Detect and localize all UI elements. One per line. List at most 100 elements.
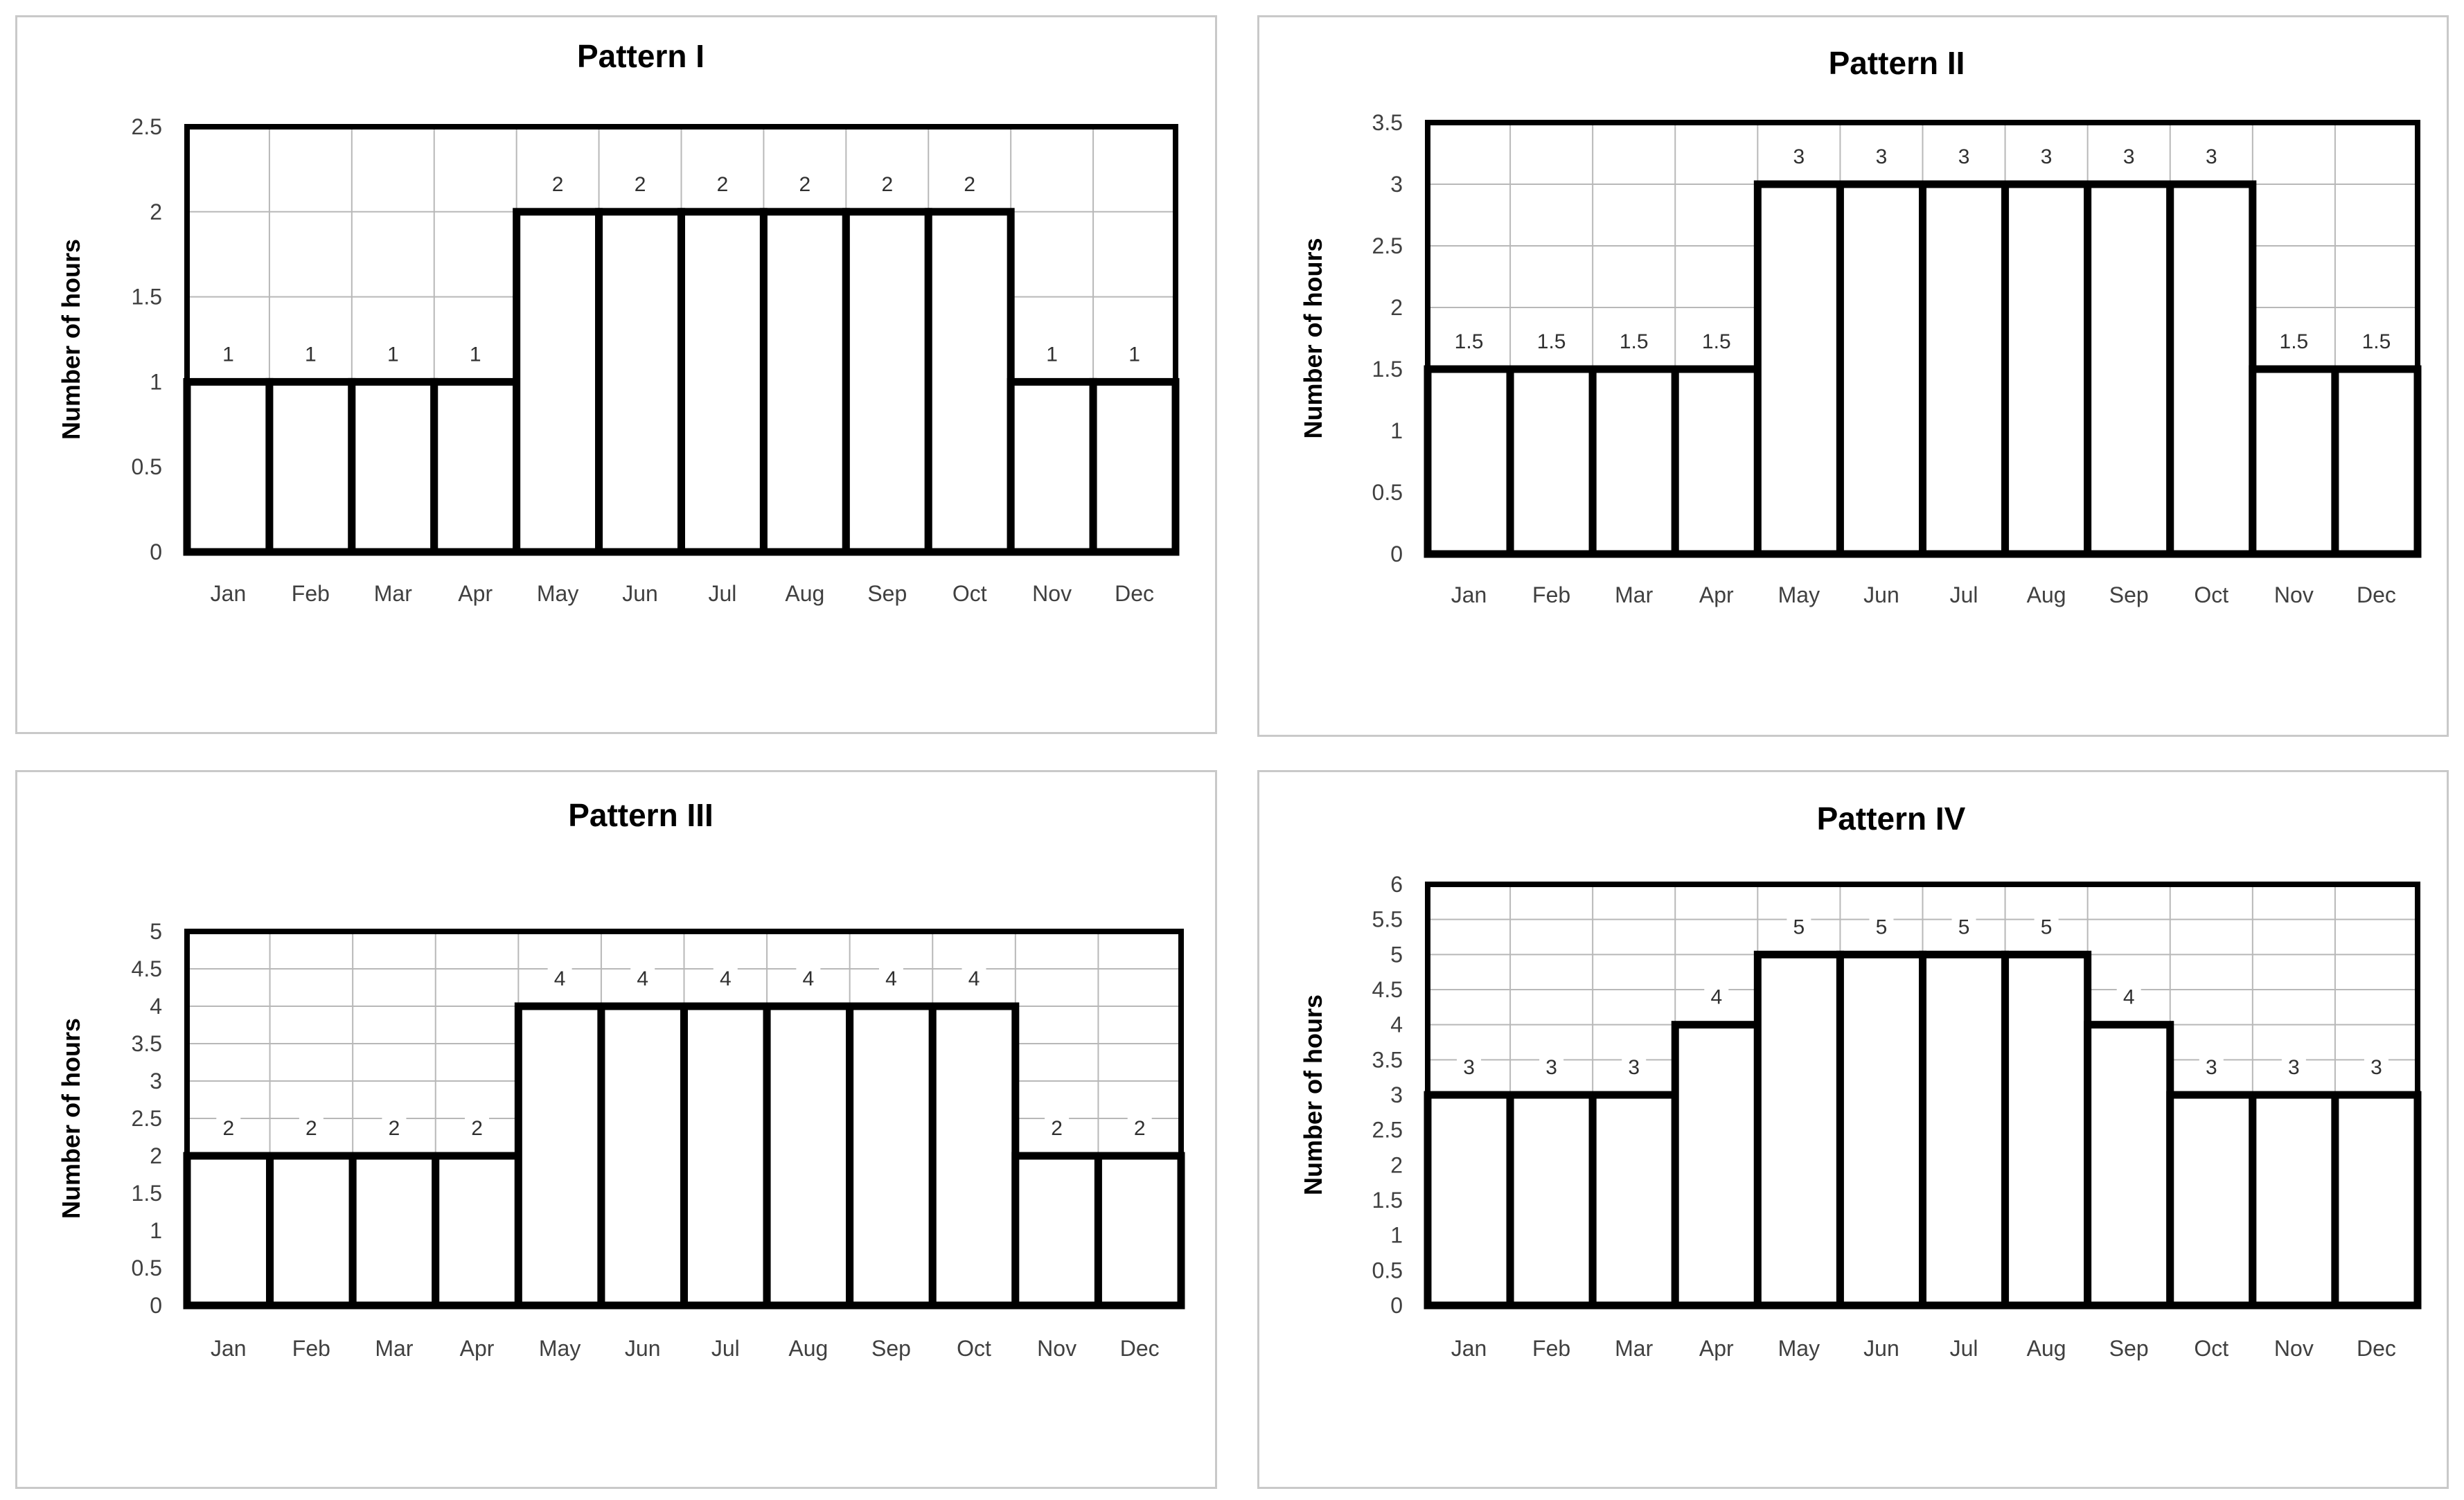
data-label: 2 bbox=[635, 173, 646, 196]
x-tick-label: Dec bbox=[1120, 1336, 1160, 1361]
x-tick-label: Aug bbox=[2027, 1336, 2066, 1361]
y-tick-label: 5.5 bbox=[1372, 907, 1403, 932]
bar-jan bbox=[183, 1152, 274, 1310]
bar-dec bbox=[2331, 365, 2422, 558]
x-tick-label: Mar bbox=[1615, 582, 1653, 607]
data-label: 2 bbox=[1134, 1117, 1146, 1140]
data-label: 3 bbox=[1793, 145, 1805, 168]
chart-panel-pattern-4: Pattern IV 0 0.5 1 1.5 2 2.5 3 3.5 4 4.5 5 5.5 6 Numbe… bbox=[1257, 770, 2449, 1489]
data-label: 2 bbox=[799, 173, 811, 196]
data-label: 4 bbox=[803, 967, 815, 990]
x-tick-label: Apr bbox=[460, 1336, 495, 1361]
x-tick-label: Feb bbox=[292, 1336, 330, 1361]
y-tick-label: 4.5 bbox=[1372, 977, 1403, 1002]
y-tick-label: 2 bbox=[150, 1143, 162, 1168]
bar-jun bbox=[1836, 950, 1927, 1310]
data-label: 1 bbox=[387, 343, 399, 366]
bar-jul bbox=[1919, 950, 2010, 1310]
data-label-bg bbox=[1951, 145, 1976, 169]
x-tick-label: Mar bbox=[1615, 1336, 1653, 1361]
y-tick-label: 2 bbox=[1390, 1152, 1403, 1177]
x-tick-label: Apr bbox=[1699, 1336, 1734, 1361]
data-label: 1 bbox=[470, 343, 481, 366]
bar-may bbox=[514, 1002, 605, 1310]
data-label: 3 bbox=[2123, 145, 2135, 168]
data-label-bg bbox=[2199, 145, 2224, 169]
x-tick-label: Apr bbox=[458, 581, 493, 606]
data-label-bg bbox=[2350, 330, 2402, 354]
x-tick-label: Oct bbox=[957, 1336, 991, 1361]
data-label-bg bbox=[1122, 343, 1147, 367]
x-tick-label: Jan bbox=[1451, 582, 1487, 607]
y-tick-label: 4 bbox=[150, 994, 162, 1019]
data-label-bg bbox=[1526, 330, 1577, 354]
bar-mar bbox=[1588, 1091, 1679, 1310]
x-tick-label: Dec bbox=[2357, 582, 2396, 607]
chart-pattern-4: Pattern IV 0 0.5 1 1.5 2 2.5 3 3.5 4 4.5 5 5.5 6 Numbe… bbox=[1299, 801, 2422, 1361]
y-tick-label: 1.5 bbox=[1372, 1188, 1403, 1213]
y-tick-label: 0 bbox=[1390, 542, 1403, 566]
bar-jul bbox=[680, 1002, 771, 1310]
x-tick-label: Nov bbox=[1032, 581, 1072, 606]
y-tick-label: 4 bbox=[1390, 1012, 1403, 1037]
bar-feb bbox=[1506, 1091, 1597, 1310]
bar-dec bbox=[2331, 1091, 2422, 1310]
data-label-bg bbox=[630, 967, 655, 991]
x-tick-label: May bbox=[539, 1336, 580, 1361]
data-label-bg bbox=[380, 343, 405, 367]
data-label-bg bbox=[792, 172, 817, 197]
plot-frame bbox=[184, 124, 1178, 555]
data-label-bg bbox=[1444, 330, 1495, 354]
data-label: 3 bbox=[1545, 1056, 1557, 1079]
bar-aug bbox=[763, 1002, 854, 1310]
data-label-bg bbox=[1869, 145, 1894, 169]
data-label-bg bbox=[298, 343, 323, 367]
data-label: 1.5 bbox=[1620, 330, 1649, 353]
data-label: 1.5 bbox=[1455, 330, 1484, 353]
data-label-bg bbox=[216, 1117, 241, 1141]
bar-jun bbox=[1836, 180, 1927, 558]
x-tick-label: May bbox=[1778, 1336, 1820, 1361]
x-tick-label: Aug bbox=[785, 581, 824, 606]
x-tick-label: May bbox=[1778, 582, 1820, 607]
data-label: 5 bbox=[1958, 916, 1970, 938]
bar-jan bbox=[1424, 1091, 1514, 1310]
y-tick-label: 0.5 bbox=[132, 1256, 162, 1280]
data-label-bg bbox=[547, 967, 572, 991]
data-label-bg bbox=[545, 172, 570, 197]
chart-panel-pattern-2: Pattern II 0 0.5 1 1.5 2 2.5 3 3.5 Number of hour… bbox=[1257, 15, 2449, 737]
data-label: 2 bbox=[552, 173, 564, 196]
data-label: 5 bbox=[2041, 916, 2053, 938]
bar-jan bbox=[1424, 365, 1514, 558]
chart-pattern-2: Pattern II 0 0.5 1 1.5 2 2.5 3 3.5 Number of hour… bbox=[1299, 45, 2422, 607]
data-label-bg bbox=[2034, 145, 2059, 169]
y-axis-label: Number of hours bbox=[57, 239, 85, 440]
data-label-bg bbox=[215, 343, 240, 367]
y-tick-label: 5 bbox=[1390, 942, 1403, 967]
x-tick-label: Dec bbox=[1115, 581, 1154, 606]
bar-mar bbox=[1588, 365, 1679, 558]
x-tick-label: Dec bbox=[2357, 1336, 2396, 1361]
bar-sep bbox=[2084, 1021, 2174, 1310]
bar-oct bbox=[924, 208, 1015, 556]
bar-sep bbox=[2084, 180, 2174, 558]
y-tick-label: 0.5 bbox=[1372, 1258, 1403, 1283]
data-label: 4 bbox=[637, 967, 648, 990]
data-label: 5 bbox=[1876, 916, 1888, 938]
chart-title: Pattern I bbox=[577, 38, 704, 74]
x-tick-label: Jun bbox=[625, 1336, 661, 1361]
data-label-bg bbox=[1539, 1056, 1564, 1080]
x-tick-label: Aug bbox=[2027, 582, 2066, 607]
y-tick-label: 1.5 bbox=[1372, 357, 1403, 382]
y-tick-label: 0 bbox=[150, 539, 162, 564]
data-label: 2 bbox=[964, 173, 975, 196]
bar-jun bbox=[595, 208, 685, 556]
plot-frame bbox=[1425, 120, 2420, 557]
x-tick-label: Oct bbox=[2194, 582, 2228, 607]
x-tick-label: Nov bbox=[2274, 582, 2314, 607]
data-label-bg bbox=[2268, 330, 2319, 354]
x-tick-label: Jun bbox=[1863, 1336, 1899, 1361]
bar-apr bbox=[432, 1152, 522, 1310]
data-label: 5 bbox=[1793, 916, 1805, 938]
chart-title: Pattern IV bbox=[1817, 801, 1966, 837]
